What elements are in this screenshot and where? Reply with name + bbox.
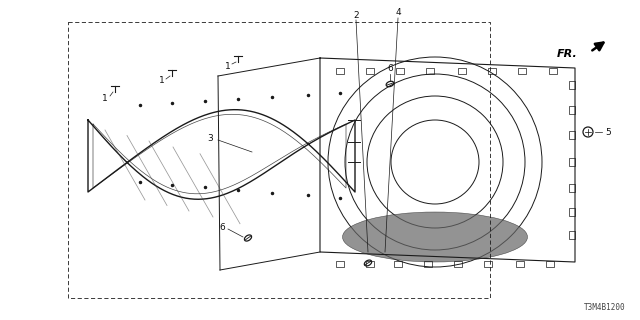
Ellipse shape: [342, 212, 527, 262]
Bar: [569, 81, 575, 89]
Text: 5: 5: [605, 127, 611, 137]
Text: 3: 3: [207, 133, 213, 142]
Bar: [569, 184, 575, 192]
Bar: [569, 106, 575, 114]
Bar: [366, 261, 374, 267]
Bar: [426, 68, 434, 74]
Bar: [569, 131, 575, 139]
Bar: [336, 261, 344, 267]
Bar: [458, 68, 466, 74]
Text: FR.: FR.: [557, 49, 578, 59]
Bar: [484, 261, 492, 267]
Bar: [569, 158, 575, 166]
Bar: [396, 68, 404, 74]
Text: 6: 6: [219, 223, 225, 233]
Text: T3M4B1200: T3M4B1200: [584, 303, 625, 312]
Text: 1: 1: [102, 93, 108, 102]
Bar: [336, 68, 344, 74]
Bar: [424, 261, 432, 267]
Bar: [394, 261, 402, 267]
Text: 1: 1: [225, 61, 231, 70]
Bar: [366, 68, 374, 74]
Text: 6: 6: [387, 63, 393, 73]
Text: 2: 2: [353, 11, 359, 20]
Bar: [454, 261, 462, 267]
Bar: [546, 261, 554, 267]
Text: 4: 4: [395, 7, 401, 17]
Bar: [569, 231, 575, 239]
Bar: [488, 68, 496, 74]
Bar: [549, 68, 557, 74]
Bar: [569, 208, 575, 216]
Text: 1: 1: [159, 76, 165, 84]
Bar: [516, 261, 524, 267]
Bar: [518, 68, 526, 74]
